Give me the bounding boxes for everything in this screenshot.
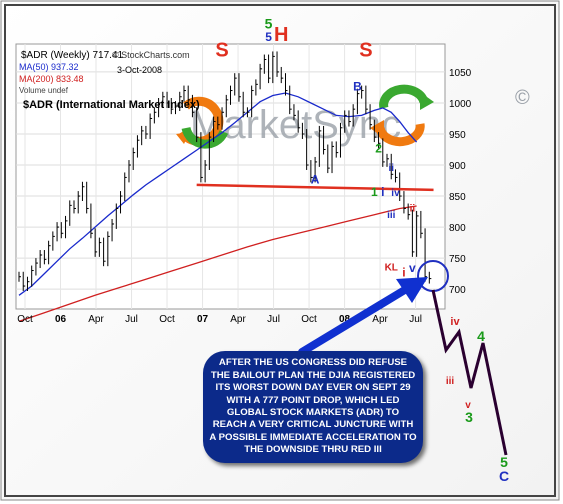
x-tick-label: Oct [17, 314, 33, 325]
volume-legend: Volume undef [19, 86, 69, 95]
x-tick-label: Jul [125, 314, 138, 325]
ma200-line [18, 205, 417, 323]
wave-label: i [381, 185, 384, 199]
x-tick-label: Jul [267, 314, 280, 325]
neckline-line [196, 183, 434, 192]
y-tick-label: 1000 [449, 99, 472, 110]
ma200-path [18, 205, 417, 323]
grid [16, 44, 445, 309]
copyright: © StockCharts.com [112, 50, 190, 60]
y-tick-label: 850 [449, 192, 466, 203]
x-tick-label: 08 [339, 314, 351, 325]
projection-label: iv [450, 316, 460, 328]
wave-label: v [409, 261, 416, 275]
x-tick-label: Apr [88, 314, 104, 325]
callout-arrow [298, 277, 428, 356]
wave-label: 5 [265, 30, 272, 44]
inner-border [4, 4, 556, 497]
callout-box: AFTER THE US CONGRESS DID REFUSE THE BAI… [203, 351, 423, 463]
wave-label: ii [388, 163, 394, 174]
x-tick-label: Apr [372, 314, 388, 325]
price-bars [18, 51, 432, 292]
wave-label: iv [391, 188, 400, 199]
y-axis-labels: 700 750 800 850 900 950 1000 1050 [449, 68, 472, 296]
x-tick-label: Jul [409, 314, 422, 325]
y-tick-label: 1050 [449, 68, 472, 79]
y-tick-label: 950 [449, 130, 466, 141]
wave-label: 2 [375, 142, 382, 156]
x-tick-label: 06 [55, 314, 67, 325]
watermark-copyright: © [515, 87, 530, 109]
y-tick-label: 750 [449, 254, 466, 265]
wave-label: H [274, 24, 288, 46]
projection-label: C [499, 468, 509, 484]
wave-label: S [359, 39, 372, 61]
x-tick-label: Oct [301, 314, 317, 325]
wave-label: B [353, 80, 362, 94]
projection-label: iii [446, 376, 455, 387]
y-tick-label: 800 [449, 223, 466, 234]
neckline [196, 183, 434, 192]
ma50-line [18, 92, 418, 296]
wave-label: A [311, 173, 320, 187]
chart-legend: $ADR (Weekly) 717.41 MA(50) 937.32 MA(20… [19, 50, 200, 111]
callout-text: AFTER THE US CONGRESS DID REFUSE THE BAI… [209, 357, 417, 456]
wave-label: 1 [371, 185, 378, 199]
wave-label: iii [387, 210, 396, 221]
projection-path: iv iii 4 v3 5C [431, 289, 509, 484]
projection-line [431, 289, 508, 456]
index-name: $ADR (International Market Index) [23, 99, 200, 111]
ma50-legend: MA(50) 937.32 [19, 62, 79, 72]
wave-label: 5 [265, 15, 273, 31]
wave-label: S [215, 39, 228, 61]
ma50-path [18, 92, 418, 296]
projection-label: 5 [500, 454, 508, 470]
projection-label: 3 [465, 409, 473, 425]
logo-arrows-right-icon [370, 84, 434, 147]
projection-label: v [465, 400, 471, 411]
wave-label: i [402, 266, 405, 280]
x-tick-label: Oct [159, 314, 175, 325]
symbol-line: $ADR (Weekly) 717.41 [21, 50, 124, 61]
x-axis-labels: Oct 06 Apr Jul Oct 07 Apr Jul Oct 08 Apr Jul [17, 314, 422, 325]
wave-label: KL [385, 263, 398, 274]
x-tick-label: Apr [230, 314, 246, 325]
y-tick-label: 700 [449, 285, 466, 296]
wave-label: ii [410, 204, 416, 215]
chart-date: 3-Oct-2008 [117, 65, 162, 75]
projection-label: 4 [477, 328, 485, 344]
ma200-legend: MA(200) 833.48 [19, 74, 84, 84]
y-tick-label: 900 [449, 161, 466, 172]
x-tick-label: 07 [197, 314, 209, 325]
